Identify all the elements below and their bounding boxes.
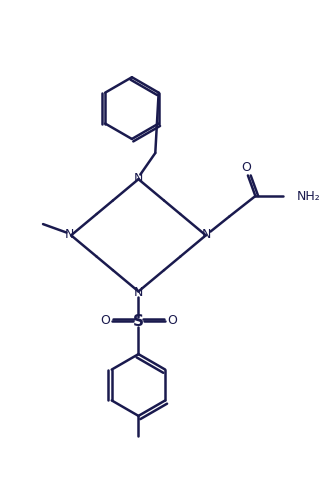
Text: S: S bbox=[133, 314, 144, 329]
Text: N: N bbox=[134, 286, 143, 299]
Text: N: N bbox=[65, 228, 74, 241]
Text: N: N bbox=[134, 172, 143, 185]
Text: O: O bbox=[241, 161, 251, 174]
Text: O: O bbox=[100, 314, 110, 327]
Text: N: N bbox=[202, 228, 212, 241]
Text: NH₂: NH₂ bbox=[297, 190, 320, 203]
Text: O: O bbox=[167, 314, 177, 327]
